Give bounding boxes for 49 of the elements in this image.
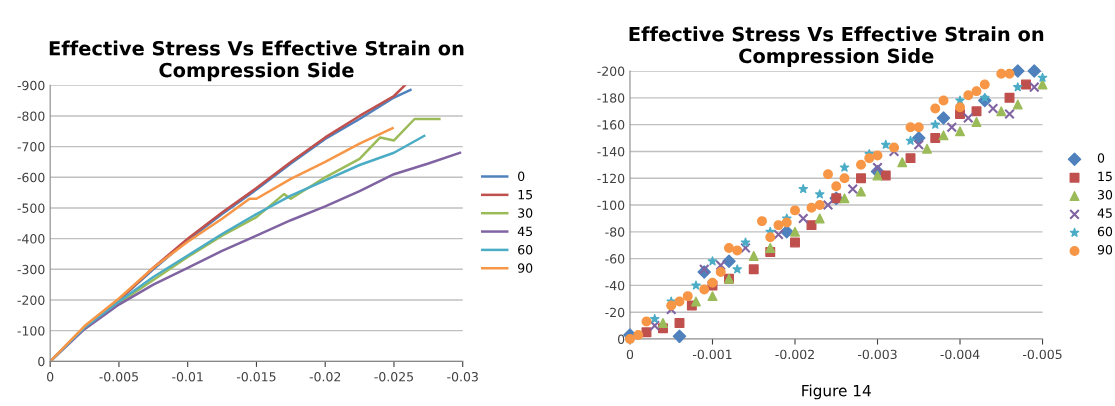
y-tick-label: -900 bbox=[17, 80, 45, 91]
x-tick-label: -0.002 bbox=[775, 349, 814, 360]
legend-label: 45 bbox=[517, 226, 533, 237]
x-tick-label: -0.001 bbox=[692, 349, 732, 360]
legend-label: 0 bbox=[518, 171, 525, 182]
x-tick-label: 0 bbox=[47, 371, 54, 382]
caption: Figure 14 bbox=[802, 384, 871, 400]
x-tick-label: -0.03 bbox=[447, 371, 478, 382]
x-tick-label: -0.02 bbox=[309, 371, 341, 382]
y-tick-label: -400 bbox=[17, 234, 45, 244]
legend-label: 30 bbox=[518, 208, 533, 218]
y-tick-label: -20 bbox=[605, 307, 625, 318]
x-tick-label: 0 bbox=[626, 349, 634, 360]
legend-label: 45 bbox=[1097, 208, 1112, 218]
y-tick-label: -200 bbox=[17, 295, 45, 305]
y-tick-label: -600 bbox=[17, 172, 45, 183]
x-tick-label: -0.004 bbox=[940, 349, 980, 360]
legend-label: 90 bbox=[1097, 245, 1113, 255]
legend-label: 60 bbox=[1097, 226, 1113, 237]
y-tick-label: -180 bbox=[597, 93, 625, 103]
x-tick-label: -0.025 bbox=[374, 371, 414, 382]
legend-label: 0 bbox=[1097, 153, 1105, 163]
y-tick-label: -500 bbox=[17, 203, 45, 213]
y-tick-label: -100 bbox=[597, 200, 625, 210]
legend-label: 60 bbox=[518, 244, 533, 255]
y-tick-label: -100 bbox=[17, 326, 45, 336]
y-tick-label: 0 bbox=[38, 356, 45, 367]
legend-label: 90 bbox=[518, 263, 533, 273]
y-tick-label: -800 bbox=[17, 111, 45, 121]
y-tick-label: -60 bbox=[605, 254, 625, 264]
legend-label: 30 bbox=[1097, 190, 1113, 200]
x-tick-label: -0.005 bbox=[99, 371, 138, 382]
x-tick-label: -0.015 bbox=[236, 371, 276, 382]
chart-title: Effective Stress Vs Effective Strain on Compression Side bbox=[49, 40, 464, 82]
y-tick-label: -40 bbox=[605, 280, 625, 291]
y-tick-label: -140 bbox=[597, 146, 625, 157]
y-tick-label: 0 bbox=[617, 334, 625, 344]
y-tick-label: -300 bbox=[17, 264, 45, 275]
x-tick-label: -0.01 bbox=[172, 371, 203, 382]
y-tick-label: -200 bbox=[597, 66, 625, 76]
legend-label: 15 bbox=[1098, 171, 1112, 182]
y-tick-label: -160 bbox=[597, 120, 625, 130]
y-tick-label: -80 bbox=[605, 227, 625, 237]
x-tick-label: -0.005 bbox=[1022, 349, 1062, 360]
y-tick-label: -120 bbox=[597, 173, 625, 184]
x-tick-label: -0.003 bbox=[857, 349, 897, 360]
chart-title: Effective Stress Vs Effective Strain on Compression Side bbox=[629, 26, 1044, 67]
y-tick-label: -700 bbox=[17, 142, 45, 152]
legend-label: 15 bbox=[518, 190, 533, 200]
